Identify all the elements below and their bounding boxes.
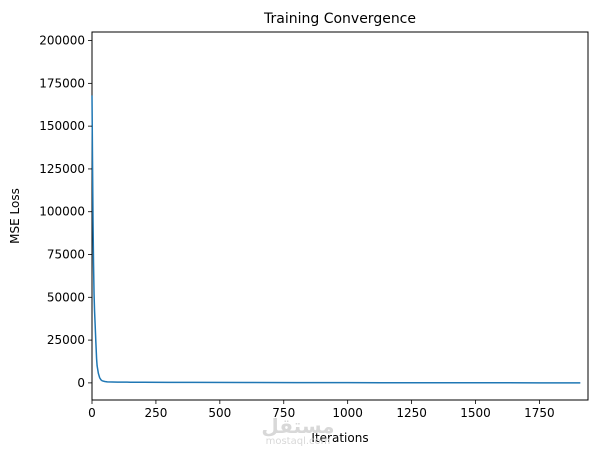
x-tick-label: 1500: [460, 406, 491, 420]
x-axis-label: Iterations: [311, 431, 368, 445]
x-tick-label: 0: [88, 406, 96, 420]
x-tick-label: 750: [272, 406, 295, 420]
x-tick-label: 1250: [396, 406, 427, 420]
x-tick-label: 1000: [332, 406, 363, 420]
y-tick-label: 75000: [47, 248, 85, 262]
chart-title: Training Convergence: [263, 11, 416, 27]
series-line: [91, 95, 581, 384]
plot-frame: [91, 31, 589, 401]
plot-area: [91, 31, 589, 401]
x-tick-label: 500: [208, 406, 231, 420]
x-tick-label: 250: [144, 406, 167, 420]
watermark-logo-text: مستقل: [261, 414, 334, 438]
watermark-url: mostaql.com: [266, 436, 331, 447]
y-axis: 0 25000 50000 75000 100000 125000 150000 175000…: [39, 34, 92, 390]
watermark: مستقل mostaql.com: [261, 414, 334, 447]
y-tick-label: 200000: [39, 34, 85, 48]
x-tick-label: 1750: [524, 406, 555, 420]
y-tick-label: 125000: [39, 162, 85, 176]
y-axis-label: MSE Loss: [8, 188, 22, 244]
y-tick-label: 50000: [47, 290, 85, 304]
y-tick-label: 0: [77, 376, 85, 390]
x-axis: 0 250 500 750 1000 1250 1500 1750: [88, 400, 555, 420]
y-tick-label: 150000: [39, 119, 85, 133]
y-tick-label: 100000: [39, 205, 85, 219]
y-tick-label: 25000: [47, 333, 85, 347]
y-tick-label: 175000: [39, 76, 85, 90]
